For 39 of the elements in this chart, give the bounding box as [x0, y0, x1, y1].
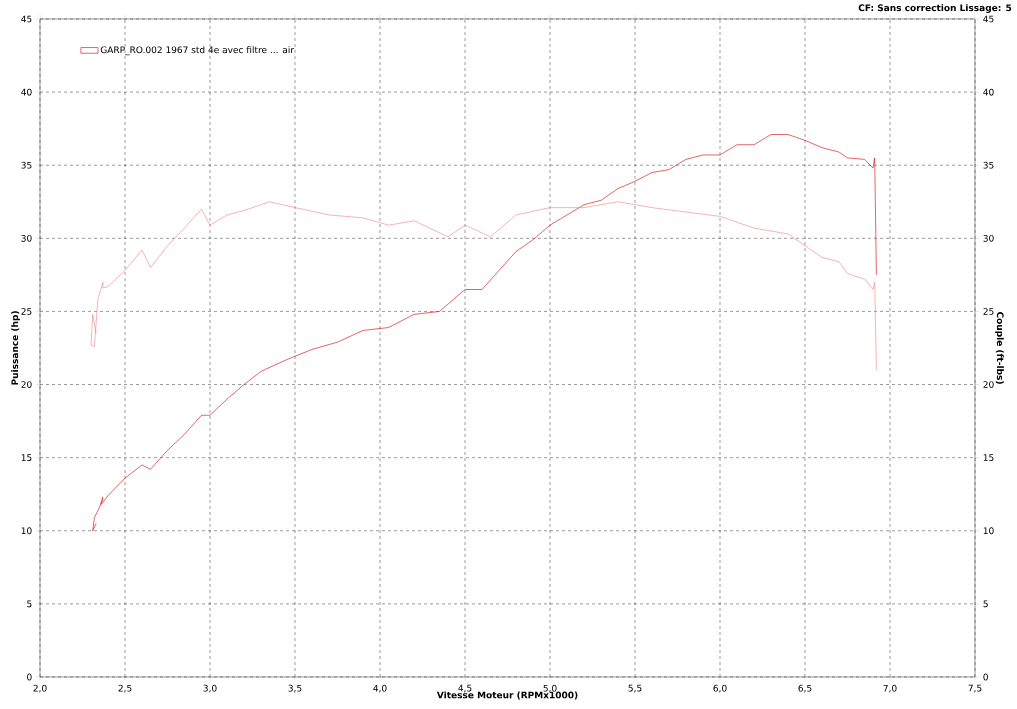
x-tick-label: 6,5: [798, 684, 812, 693]
x-tick-label: 5,5: [628, 684, 642, 693]
y-tick-label: 45: [21, 15, 32, 23]
line-series: [92, 134, 877, 532]
y2-tick-label: 45: [983, 15, 994, 23]
y-tick-label: 35: [21, 161, 32, 169]
x-tick-label: 4,0: [373, 684, 387, 693]
y2-tick-label: 5: [983, 600, 988, 608]
x-tick-label: 3,0: [203, 684, 217, 693]
y-axis-title: Puissance (hp): [11, 311, 20, 385]
y2-tick-label: 40: [983, 88, 994, 96]
y2-tick-label: 30: [983, 234, 994, 242]
legend-label: GARP_RO.002 1967 std 4e avec filtre ... air: [100, 46, 295, 56]
y2-tick-label: 20: [983, 381, 994, 388]
y2-tick-label: 35: [983, 161, 994, 169]
y-tick-label: 40: [21, 88, 32, 96]
x-tick-label: 3,5: [288, 684, 302, 693]
y2-tick-label: 15: [983, 454, 994, 461]
y2-axis-title: Couple (ft-lbs): [995, 311, 1004, 384]
y-tick-label: 0: [27, 673, 32, 681]
y-tick-label: 5: [27, 600, 32, 608]
x-tick-label: 6,0: [713, 684, 727, 693]
y-tick-label: 30: [21, 234, 32, 242]
x-tick-label: 2,5: [118, 684, 132, 693]
x-axis-title: Vitesse Moteur (RPMx1000): [436, 691, 578, 700]
line-series: [90, 201, 877, 371]
x-tick-label: 7,0: [883, 684, 897, 693]
x-tick-label: 7,5: [968, 684, 982, 693]
y2-tick-label: 0: [983, 673, 988, 681]
x-tick-label: 4,5: [458, 684, 472, 693]
x-tick-label: 2,0: [33, 684, 47, 693]
y2-tick-label: 25: [983, 308, 994, 315]
y-tick-label: 20: [21, 381, 32, 388]
text: CF: Sans correction Lissage: 5: [858, 4, 1012, 13]
y-tick-label: 10: [21, 527, 32, 535]
x-tick-label: 5,0: [543, 684, 557, 693]
y-tick-label: 15: [21, 454, 32, 461]
y-tick-label: 25: [21, 308, 32, 315]
y2-tick-label: 10: [983, 527, 994, 535]
